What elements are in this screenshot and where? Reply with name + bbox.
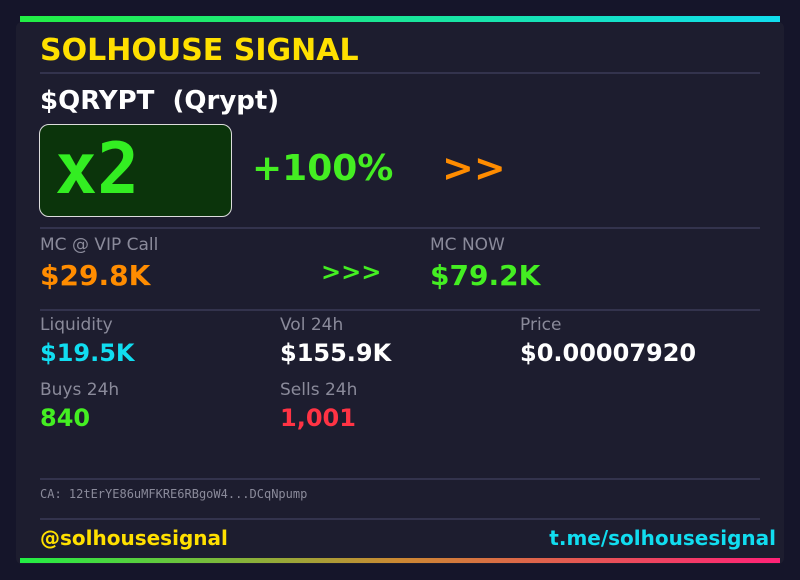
divider: [40, 518, 760, 520]
divider: [40, 227, 760, 229]
top-bar: [20, 16, 780, 22]
stat-label: Buys 24h: [40, 380, 120, 400]
mc-call-label: MC @ VIP Call: [40, 235, 159, 255]
stat-value: 1,001: [280, 404, 356, 432]
stat-label: Liquidity: [40, 315, 113, 335]
contract: CA: 12tErYE86uMFKRE6RBgoW4...DCqNpump: [40, 487, 308, 501]
stat-value: $19.5K: [40, 339, 135, 367]
mc-now-value: $79.2K: [430, 259, 541, 292]
change: +100%: [252, 148, 394, 189]
mc-now-label: MC NOW: [430, 235, 505, 255]
divider: [40, 478, 760, 480]
stat-value: 840: [40, 404, 91, 432]
divider: [40, 309, 760, 311]
mc-call-value: $29.8K: [40, 259, 151, 292]
stat-value: $155.9K: [280, 339, 392, 367]
stat-label: Price: [520, 315, 562, 335]
mc-arrow: >>>: [321, 258, 382, 286]
footer-handle: @solhousesignal: [40, 526, 228, 550]
divider: [40, 72, 760, 74]
footer-link[interactable]: t.me/solhousesignal: [549, 526, 776, 550]
arrow: >>: [442, 146, 506, 190]
stat-value: $0.00007920: [520, 339, 697, 367]
title: SOLHOUSE SIGNAL: [40, 33, 359, 68]
card: [16, 22, 784, 564]
stat-label: Vol 24h: [280, 315, 344, 335]
bottom-bar: [20, 558, 780, 563]
token-name: $QRYPT (Qrypt): [40, 86, 280, 116]
multiplier-box: [39, 124, 232, 217]
multiplier: x2: [55, 128, 140, 210]
stat-label: Sells 24h: [280, 380, 358, 400]
